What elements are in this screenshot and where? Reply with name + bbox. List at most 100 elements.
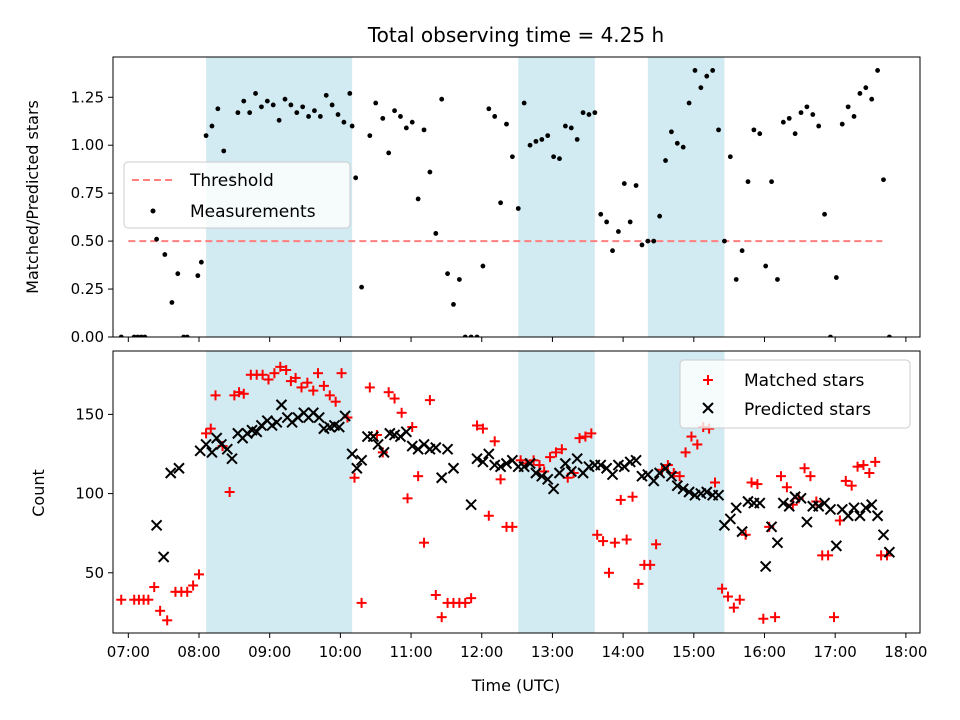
predicted-star-point: [824, 503, 837, 516]
measurement-point: [539, 137, 545, 142]
matched-star-point: [483, 510, 494, 521]
matched-star-point: [507, 521, 518, 532]
predicted-star-point: [333, 421, 345, 433]
predicted-star-point: [665, 470, 678, 482]
measurement-point: [698, 85, 704, 91]
measurement-point: [480, 263, 486, 269]
matched-star-point: [413, 471, 424, 482]
measurement-point: [775, 277, 780, 282]
matched-star-point: [194, 569, 205, 580]
measurement-point: [616, 229, 621, 234]
measurement-point: [135, 334, 141, 337]
matched-star-point: [312, 368, 323, 379]
measurement-point: [704, 73, 710, 79]
predicted-star-point: [150, 519, 163, 531]
top-y-axis-label: Matched/Predicted stars: [23, 100, 42, 294]
measurement-point: [380, 115, 386, 121]
measurement-point: [727, 154, 733, 160]
predicted-star-point: [565, 465, 577, 478]
matched-star-point: [402, 493, 413, 504]
matched-star-point: [775, 471, 786, 482]
matched-star-point: [356, 597, 367, 608]
matched-star-point: [182, 586, 193, 597]
predicted-star-point: [275, 399, 288, 411]
measurement-point: [504, 121, 509, 127]
measurement-point: [347, 91, 353, 96]
measurement-point: [439, 96, 445, 102]
measurement-point: [169, 300, 175, 305]
matched-star-point: [645, 559, 656, 570]
measurement-point: [739, 248, 745, 254]
matched-star-point: [592, 529, 603, 540]
measurement-point: [810, 112, 816, 117]
x-tick-label: 18:00: [884, 643, 927, 661]
measurement-point: [515, 206, 521, 211]
measurement-point: [598, 211, 604, 217]
bottom-axes-frame: [112, 350, 921, 634]
predicted-star-point: [860, 502, 872, 514]
top-legend: Threshold Measurements: [123, 161, 351, 229]
measurement-point: [306, 114, 311, 119]
predicted-star-point: [400, 426, 413, 438]
measurement-point: [639, 242, 645, 248]
predicted-star-point: [483, 448, 495, 460]
measurement-point: [857, 91, 863, 96]
predicted-star-point: [677, 483, 689, 495]
matched-star-point: [257, 369, 268, 380]
matched-star-point: [302, 377, 313, 388]
measurement-point: [716, 127, 721, 133]
measurement-point: [769, 179, 774, 185]
top-observing-band: [518, 57, 595, 337]
matched-star-point: [281, 365, 292, 376]
bottom-y-tick-label: 50: [85, 564, 104, 582]
top-y-tick-label: 0.25: [71, 280, 104, 298]
x-tick-label: 14:00: [602, 643, 645, 661]
legend-predicted-label: Predicted stars: [744, 400, 871, 420]
measurement-point: [822, 211, 827, 217]
predicted-star-point: [346, 448, 358, 460]
measurement-point: [845, 104, 851, 110]
measurement-point: [235, 110, 241, 116]
matched-star-point: [210, 390, 221, 401]
predicted-star-point: [378, 446, 390, 459]
measurement-point: [875, 68, 880, 73]
predicted-star-point: [165, 467, 177, 479]
measurement-point: [181, 334, 187, 337]
legend-measurements-label: Measurements: [190, 202, 316, 222]
matched-star-point: [840, 475, 851, 486]
matched-star-point: [674, 471, 685, 482]
matched-star-point: [296, 382, 307, 393]
matched-star-point: [330, 396, 341, 407]
measurement-point: [353, 175, 359, 181]
measurement-point: [349, 123, 355, 129]
matched-star-point: [116, 594, 127, 605]
measurement-point: [259, 104, 264, 110]
matched-star-point: [686, 431, 697, 442]
matched-star-point: [828, 612, 839, 623]
measurement-point: [359, 284, 364, 290]
predicted-star-point: [777, 497, 790, 509]
measurement-point: [680, 144, 686, 150]
predicted-star-point: [355, 454, 368, 467]
predicted-star-point: [518, 460, 530, 473]
measurement-point: [264, 98, 270, 104]
x-tick-label: 12:00: [460, 643, 503, 661]
matched-star-point: [651, 539, 662, 550]
predicted-star-point: [251, 426, 263, 438]
x-tick-label: 07:00: [107, 643, 150, 661]
matched-star-point: [234, 387, 245, 398]
measurement-point: [610, 248, 615, 254]
measurement-point: [154, 236, 159, 242]
matched-star-point: [598, 536, 609, 547]
measurement-point: [198, 259, 204, 265]
measurement-point: [215, 106, 221, 112]
bottom-y-tick-label: 100: [75, 485, 104, 503]
measurement-point: [669, 129, 674, 135]
predicted-star-point: [648, 475, 660, 487]
matched-star-point: [609, 537, 620, 548]
matched-star-point: [290, 372, 301, 383]
matched-star-point: [188, 580, 199, 591]
x-tick-label: 16:00: [743, 643, 786, 661]
predicted-star-point: [351, 462, 363, 474]
